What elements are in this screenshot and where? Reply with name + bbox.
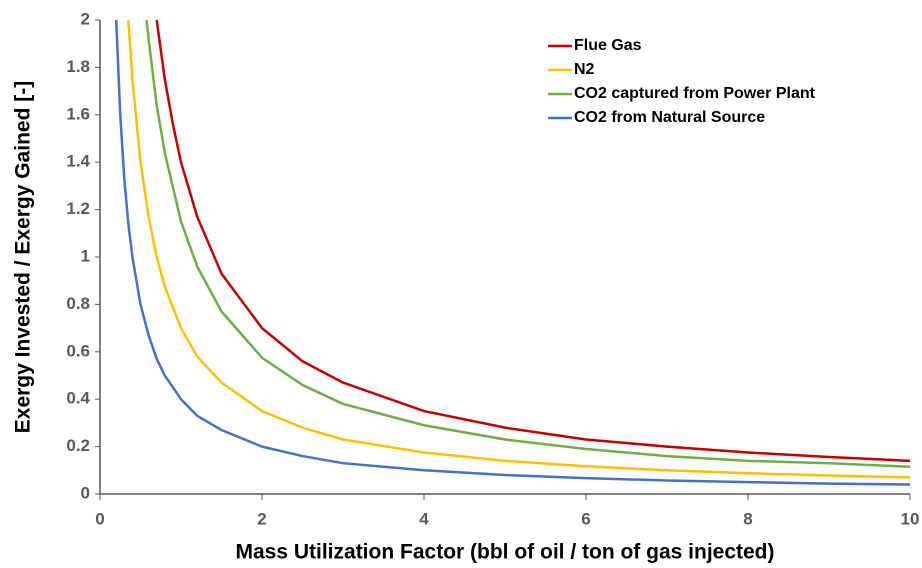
y-tick-label: 1.6 — [66, 104, 90, 123]
y-tick-label: 1 — [81, 246, 90, 265]
x-tick-label: 4 — [419, 509, 429, 528]
series-line — [145, 19, 911, 468]
y-tick-label: 0.4 — [66, 389, 90, 408]
series-line — [155, 19, 911, 463]
series-line — [114, 19, 911, 486]
y-tick-label: 0 — [81, 483, 90, 502]
x-tick-label: 0 — [95, 509, 104, 528]
legend-label: Flue Gas — [574, 37, 642, 54]
legend-label: N2 — [574, 61, 595, 78]
y-tick-label: 1.2 — [66, 199, 90, 218]
y-tick-label: 0.2 — [66, 436, 90, 455]
y-tick-label: 0.8 — [66, 294, 90, 313]
legend-label: CO2 from Natural Source — [574, 109, 765, 126]
x-tick-label: 10 — [901, 509, 920, 528]
x-tick-label: 6 — [581, 509, 590, 528]
y-tick-label: 2 — [81, 9, 90, 28]
legend-label: CO2 captured from Power Plant — [574, 85, 816, 102]
y-tick-label: 1.4 — [66, 152, 90, 171]
x-tick-label: 8 — [743, 509, 752, 528]
y-axis-title: Exergy Invested / Exergy Gained [-] — [12, 81, 35, 433]
x-axis-title: Mass Utilization Factor (bbl of oil / to… — [235, 541, 774, 564]
x-tick-label: 2 — [257, 509, 266, 528]
y-tick-label: 1.8 — [66, 57, 90, 76]
series-line — [127, 19, 911, 479]
y-tick-label: 0.6 — [66, 341, 90, 360]
